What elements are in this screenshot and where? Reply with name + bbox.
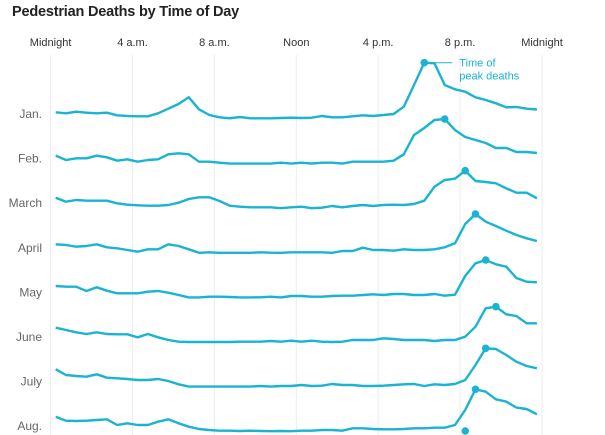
series-line <box>55 212 538 255</box>
month-row: Jan. <box>19 58 537 121</box>
series-line <box>55 258 537 299</box>
series-line <box>55 117 538 165</box>
peak-dot <box>481 344 490 353</box>
month-label: July <box>21 375 42 389</box>
month-row: March <box>9 166 538 210</box>
series-line <box>55 388 538 433</box>
peak-dot <box>461 166 470 175</box>
x-axis-ticks: Midnight 4 a.m. 8 a.m. Noon 4 p.m. 8 p.m. Midn… <box>30 37 563 49</box>
peak-dot <box>461 427 470 435</box>
x-tick-label: 8 p.m. <box>445 37 476 49</box>
peak-dot <box>440 115 449 123</box>
month-row: July <box>21 344 538 389</box>
series-line <box>55 61 537 120</box>
x-tick-label: 8 a.m. <box>199 37 230 49</box>
x-tick-label: Noon <box>283 37 309 49</box>
month-row: May <box>19 256 537 299</box>
x-tick-label: Midnight <box>30 37 72 49</box>
month-label: Feb. <box>18 152 42 166</box>
x-tick-label: 4 p.m. <box>363 37 394 49</box>
series-line <box>55 347 538 388</box>
x-tick-label: Midnight <box>521 37 563 49</box>
month-row: Aug. <box>17 385 538 433</box>
month-label: Aug. <box>17 419 42 433</box>
month-label: March <box>9 196 42 210</box>
month-rows: Jan. Feb. March April May June July Aug. <box>9 58 538 435</box>
month-row: Feb. <box>18 115 538 166</box>
month-row: April <box>18 210 538 255</box>
peak-dot <box>471 385 480 394</box>
peak-dot <box>481 256 490 264</box>
series-line <box>55 305 537 344</box>
month-label: May <box>19 285 42 299</box>
month-label: Jan. <box>19 107 42 121</box>
annotation-text-line1: Time of <box>459 58 496 70</box>
series-line <box>55 169 538 210</box>
annotation-text-line2: peak deaths <box>459 71 519 83</box>
month-label: June <box>16 330 42 344</box>
month-label: April <box>18 241 42 255</box>
peak-dot <box>420 58 429 67</box>
peak-dot <box>492 302 500 311</box>
chart-title: Pedestrian Deaths by Time of Day <box>12 4 240 20</box>
x-tick-label: 4 a.m. <box>117 37 148 49</box>
peak-dot <box>471 210 480 218</box>
month-row: June <box>16 302 537 344</box>
